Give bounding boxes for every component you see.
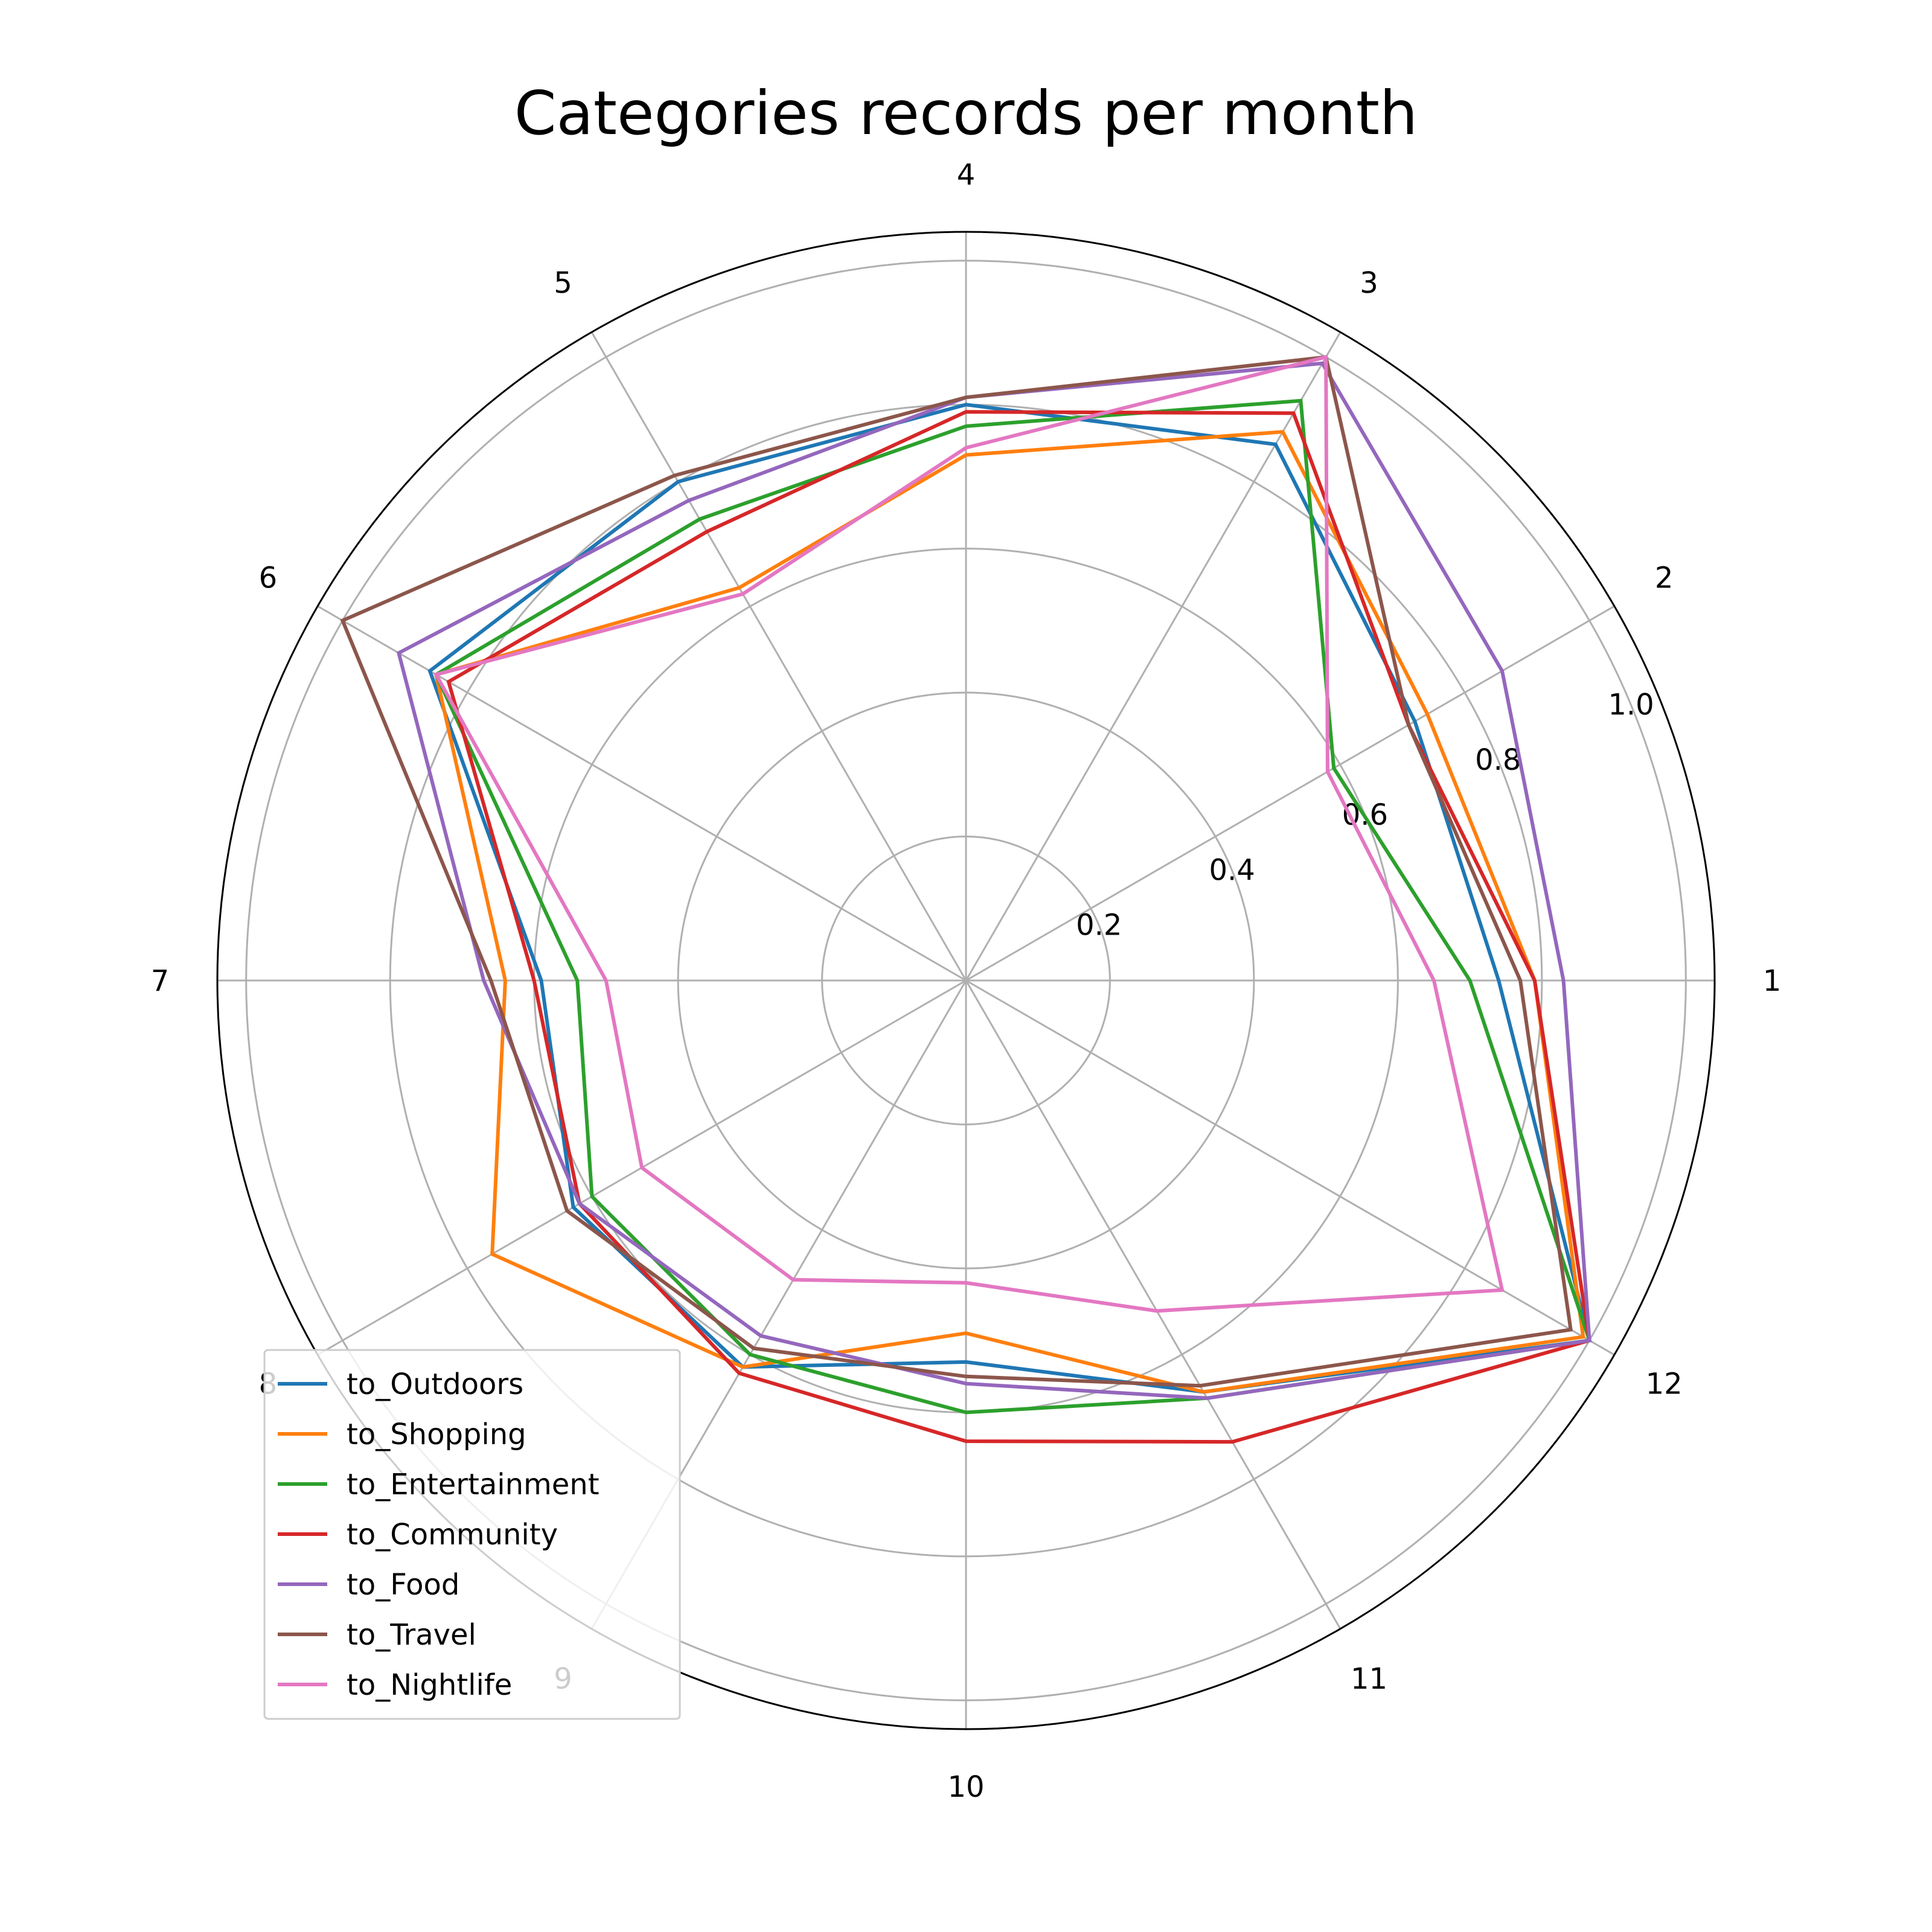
month-label: 12 [1646,1367,1683,1401]
legend-label: to_Outdoors [347,1367,523,1401]
series-line-to-food [396,361,1591,1400]
month-label: 6 [259,561,278,595]
month-label: 4 [957,158,976,192]
legend: to_Outdoors to_Shopping to_Entertainmentto… [263,1349,681,1720]
legend-label: to_Travel [347,1618,476,1652]
grid-spoke [965,331,1342,981]
grid-spoke [965,980,1342,1630]
month-label: 7 [151,964,170,998]
series-line-to-community [446,410,1591,1444]
month-label: 10 [947,1770,984,1804]
month-label: 1 [1763,964,1782,998]
legend-label: to_Shopping [347,1418,526,1451]
radial-tick-label: 1.0 [1608,688,1654,722]
series-lines [340,354,1592,1444]
legend-label: to_Food [347,1568,459,1602]
legend-label: to_Community [347,1518,558,1552]
grid-spoke [317,605,967,982]
chart-title: Categories records per month [514,78,1418,149]
radial-tick-label: 0.2 [1076,909,1122,942]
series-line-to-shopping [433,430,1585,1394]
radial-tick-label: 0.8 [1475,743,1521,777]
grid-spoke [590,331,967,981]
radial-grid [217,232,1715,1729]
legend-box [263,1349,681,1720]
legend-label: to_Entertainment [347,1468,600,1502]
legend-label: to_Nightlife [347,1668,512,1702]
series-line-to-nightlife [433,354,1505,1313]
month-label: 5 [554,266,572,300]
month-label: 11 [1351,1662,1387,1696]
month-label: 3 [1360,266,1378,300]
polar-frame [216,231,1716,1730]
grid-spoke [965,605,1615,982]
radial-tick-labels: 0.20.40.60.81.0 [1076,688,1654,942]
grid-spoke [965,979,1615,1356]
month-label: 2 [1655,561,1674,595]
radial-tick-label: 0.4 [1209,853,1255,887]
